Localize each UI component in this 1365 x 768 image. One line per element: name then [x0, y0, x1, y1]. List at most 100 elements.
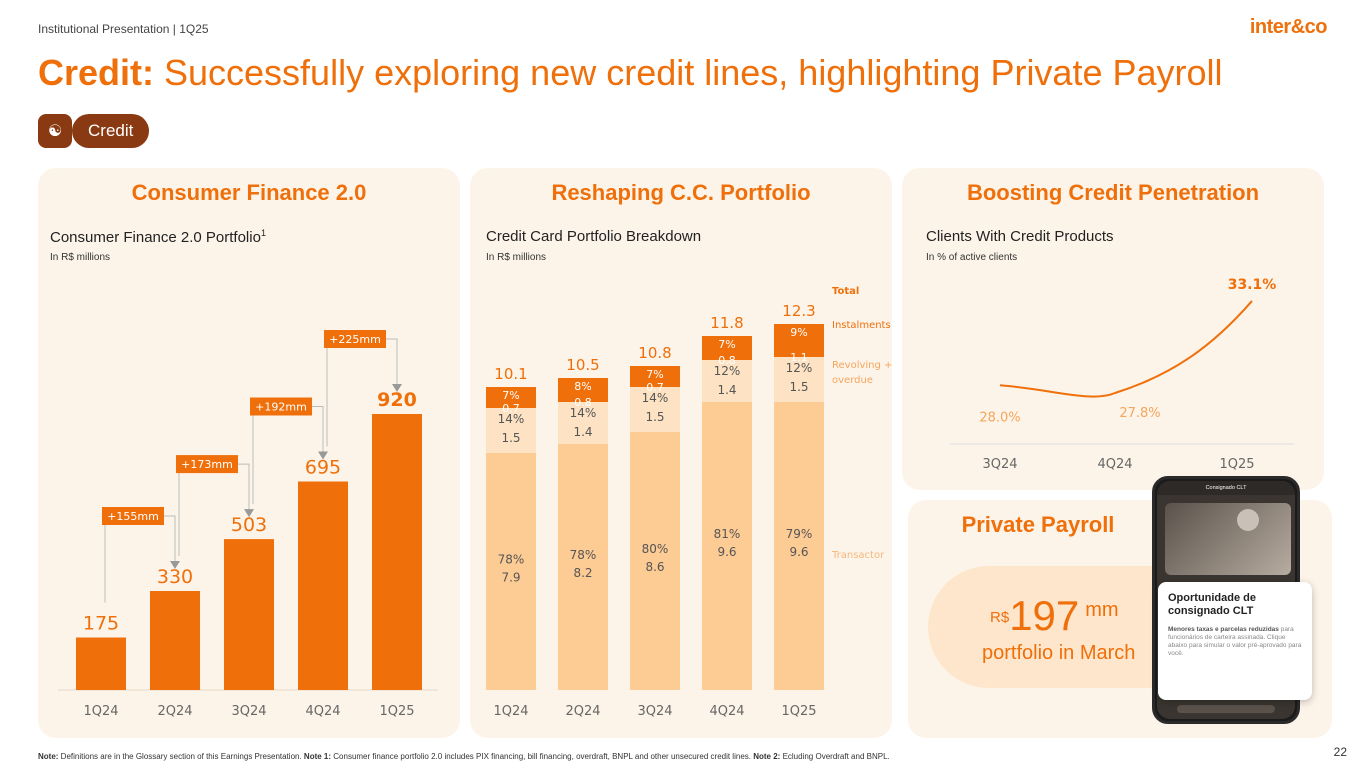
penetration-chart: 28.0% 27.8% 33.1% 3Q24 4Q24 1Q25 — [950, 277, 1294, 472]
cc-revolving-value: 1.5 — [501, 431, 520, 445]
cc-legend-revolving: Revolving + — [832, 360, 892, 371]
cf-bar — [298, 481, 348, 690]
cc-revolving-pct: 14% — [498, 412, 525, 426]
cc-transactor-pct: 78% — [570, 548, 597, 562]
cc-transactor-value: 7.9 — [501, 571, 520, 585]
private-payroll-title: Private Payroll — [961, 512, 1115, 537]
cf-increment-box — [250, 397, 312, 416]
cc-total-label: 10.8 — [638, 344, 671, 362]
consumer-finance-title: Consumer Finance 2.0 — [131, 180, 367, 205]
cf-value-label: 503 — [231, 514, 267, 536]
cf-increment-arrow — [170, 561, 180, 569]
cf-category-label: 1Q24 — [83, 704, 118, 719]
cc-instalments-value: 0.8 — [718, 354, 736, 367]
phone-avatar — [1237, 509, 1259, 531]
cc-transactor-pct: 79% — [786, 527, 813, 541]
cc-transactor-bar — [774, 402, 824, 690]
cc-transactor-value: 9.6 — [717, 545, 736, 559]
consignado-card-title: Oportunidade de consignado CLT — [1168, 592, 1256, 617]
cf-bar — [372, 414, 422, 690]
cc-instalments-value: 0.8 — [574, 396, 592, 409]
cf-category-label: 1Q25 — [379, 704, 414, 719]
hand-coin-icon: ☯ — [38, 114, 72, 148]
pen-value-label: 28.0% — [979, 410, 1020, 425]
cc-transactor-bar — [486, 453, 536, 690]
cf-increment-label: +225mm — [329, 333, 381, 346]
page-number: 22 — [1333, 745, 1347, 759]
cc-instalments-bar — [486, 387, 536, 408]
payroll-caption: portfolio in March — [982, 642, 1136, 664]
phone-bottom-bar — [1177, 705, 1275, 713]
cc-revolving-bar — [486, 408, 536, 453]
consumer-finance-chart-title: Consumer Finance 2.0 Portfolio1 — [50, 228, 266, 246]
consumer-finance-unit: In R$ millions — [50, 252, 111, 263]
pen-value-label: 33.1% — [1228, 277, 1277, 293]
cc-instalments-pct: 7% — [718, 338, 735, 351]
cc-instalments-value: 0.7 — [502, 402, 520, 415]
cf-increment-label: +173mm — [181, 458, 233, 471]
payroll-suffix: mm — [1085, 599, 1119, 621]
cc-instalments-value: 1.1 — [790, 351, 808, 364]
cc-instalments-pct: 8% — [574, 380, 591, 393]
cf-increment-box — [324, 330, 386, 348]
phone-header: Consignado CLT — [1157, 481, 1295, 495]
note1-text: Consumer finance portfolio 2.0 includes … — [331, 752, 754, 761]
cc-revolving-pct: 14% — [570, 406, 597, 420]
penetration-unit: In % of active clients — [926, 252, 1018, 263]
cc-transactor-value: 8.2 — [573, 566, 592, 580]
cc-instalments-bar — [774, 324, 824, 357]
cc-total-label: 12.3 — [782, 302, 815, 320]
cf-increment-arrow — [318, 451, 328, 460]
cc-instalments-pct: 7% — [646, 368, 663, 381]
note2-text: Ecluding Overdraft and BNPL. — [780, 752, 890, 761]
cc-transactor-bar — [702, 402, 752, 690]
cc-transactor-value: 9.6 — [789, 545, 808, 559]
pen-category-label: 3Q24 — [982, 457, 1017, 472]
cf-bar — [150, 591, 200, 690]
cc-transactor-value: 8.6 — [645, 560, 664, 574]
cc-revolving-pct: 14% — [642, 391, 669, 405]
footnote-marker: 1 — [260, 228, 266, 238]
cc-revolving-bar — [558, 402, 608, 444]
cc-instalments-bar — [630, 366, 680, 387]
cc-revolving-value: 1.5 — [645, 410, 664, 424]
consignado-card-text: Menores taxas e parcelas reduzidas para … — [1168, 626, 1302, 658]
cc-revolving-pct: 12% — [714, 364, 741, 378]
consignado-card-text-bold: Menores taxas e parcelas reduzidas — [1168, 626, 1279, 633]
cf-value-label: 330 — [157, 566, 193, 588]
cc-revolving-value: 1.4 — [573, 425, 592, 439]
footnote: Note: Definitions are in the Glossary se… — [38, 752, 890, 761]
payroll-amount: R$197 mm — [990, 592, 1119, 640]
note2-label: Note 2: — [753, 752, 781, 761]
cc-category-label: 3Q24 — [637, 704, 672, 719]
cf-value-label: 920 — [377, 389, 417, 411]
cf-value-label: 175 — [83, 613, 119, 635]
cc-category-label: 4Q24 — [709, 704, 744, 719]
cf-category-label: 3Q24 — [231, 704, 266, 719]
credit-card-chart: 78%7.914%1.57%0.710.11Q2478%8.214%1.48%0… — [486, 286, 892, 719]
cc-transactor-pct: 80% — [642, 542, 669, 556]
cc-instalments-bar — [558, 378, 608, 402]
cc-category-label: 2Q24 — [565, 704, 600, 719]
penetration-title: Boosting Credit Penetration — [966, 180, 1260, 205]
credit-badge: Credit — [72, 114, 150, 148]
cc-transactor-pct: 78% — [498, 553, 525, 567]
cc-revolving-bar — [774, 357, 824, 402]
pen-line — [999, 300, 1253, 398]
cf-increment-box — [102, 507, 164, 525]
page-title-bold: Credit: — [38, 52, 154, 93]
cc-transactor-pct: 81% — [714, 527, 741, 541]
cf-increment-arrow — [392, 384, 402, 392]
cc-transactor-bar — [558, 444, 608, 690]
credit-card-chart-title: Credit Card Portfolio Breakdown — [486, 228, 702, 245]
note-text: Definitions are in the Glossary section … — [58, 752, 304, 761]
consignado-card: Oportunidade de consignado CLT Menores t… — [1158, 582, 1312, 700]
note1-label: Note 1: — [303, 752, 332, 761]
cf-increment-connector — [104, 515, 176, 603]
pen-value-label: 27.8% — [1119, 406, 1160, 421]
cc-revolving-pct: 12% — [786, 361, 813, 375]
inter-co-logo: inter&co — [1249, 16, 1328, 38]
credit-card-title: Reshaping C.C. Portfolio — [551, 180, 811, 205]
cc-total-label: 10.5 — [566, 356, 599, 374]
cf-category-label: 4Q24 — [305, 704, 340, 719]
